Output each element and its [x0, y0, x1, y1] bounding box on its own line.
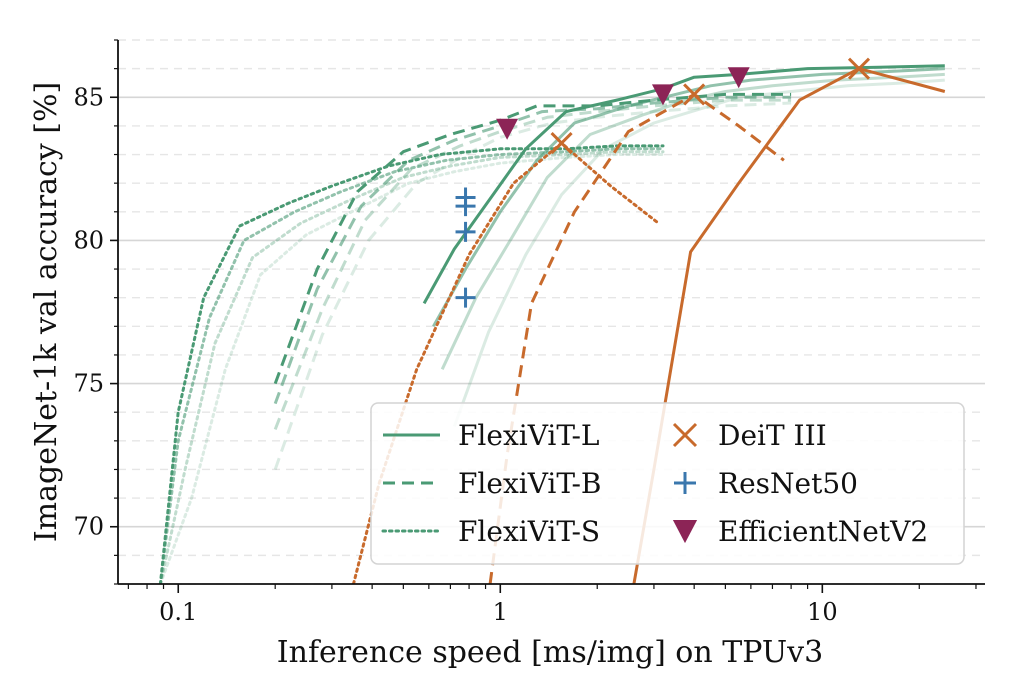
legend-label-resnet50: ResNet50 — [718, 467, 858, 500]
x-tick-label: 1 — [493, 598, 508, 626]
legend-marker-efficientnetv2 — [672, 520, 698, 544]
series-line-flexivit-dashed-4 — [273, 92, 792, 385]
marker-efficientnetv2 — [727, 67, 750, 89]
legend-label-flexivit-s: FlexiViT-S — [458, 515, 600, 548]
y-axis-label: ImageNet-1k val accuracy [%] — [29, 82, 64, 542]
marker-resnet50 — [455, 221, 476, 242]
series-line-flexivit-dashed-7 — [273, 101, 792, 470]
y-tick-label: 75 — [73, 370, 104, 398]
data-markers — [455, 57, 871, 308]
series-line-flexivit-solid-2 — [440, 72, 945, 370]
series-line-flexivit-solid-0 — [422, 64, 945, 305]
marker-efficientnetv2 — [496, 118, 519, 140]
marker-resnet50 — [455, 196, 476, 217]
marker-efficientnetv2 — [651, 84, 674, 106]
series-line-flexivit-dashed-5 — [273, 95, 792, 405]
legend-label-deit-iii: DeiT III — [718, 419, 827, 452]
legend-box — [370, 402, 965, 565]
grid — [118, 39, 985, 585]
legend-marker-resnet50 — [674, 472, 696, 494]
marker-resnet50 — [455, 287, 476, 308]
series-line-flexivit-solid-1 — [432, 67, 945, 328]
series-line-flexivit-solid-3 — [452, 78, 945, 428]
axes: 70 75 80 85 0.1 1 10 — [73, 39, 985, 626]
marker-deit-iii — [847, 57, 871, 80]
legend-label-efficientnetv2: EfficientNetV2 — [718, 515, 928, 548]
legend: FlexiViT-L FlexiViT-B FlexiViT-S DeiT III Re… — [370, 402, 965, 565]
legend-label-flexivit-b: FlexiViT-B — [458, 467, 602, 500]
series-line-flexivit-dotted-9 — [158, 147, 665, 584]
y-tick-label: 85 — [73, 83, 104, 111]
series-line-flexivit-dotted-8 — [158, 144, 665, 584]
marker-deit-iii — [550, 132, 573, 155]
legend-marker-deit-iii — [672, 422, 698, 448]
x-axis-label: Inference speed [ms/img] on TPUv3 — [277, 635, 823, 670]
y-tick-label: 70 — [73, 513, 104, 541]
legend-label-flexivit-l: FlexiViT-L — [458, 419, 600, 452]
series-line-flexivit-dotted-11 — [158, 153, 665, 584]
y-tick-label: 80 — [73, 226, 104, 254]
x-tick-label: 10 — [807, 598, 838, 626]
marker-deit-iii — [683, 83, 706, 106]
x-tick-label: 0.1 — [159, 598, 197, 626]
